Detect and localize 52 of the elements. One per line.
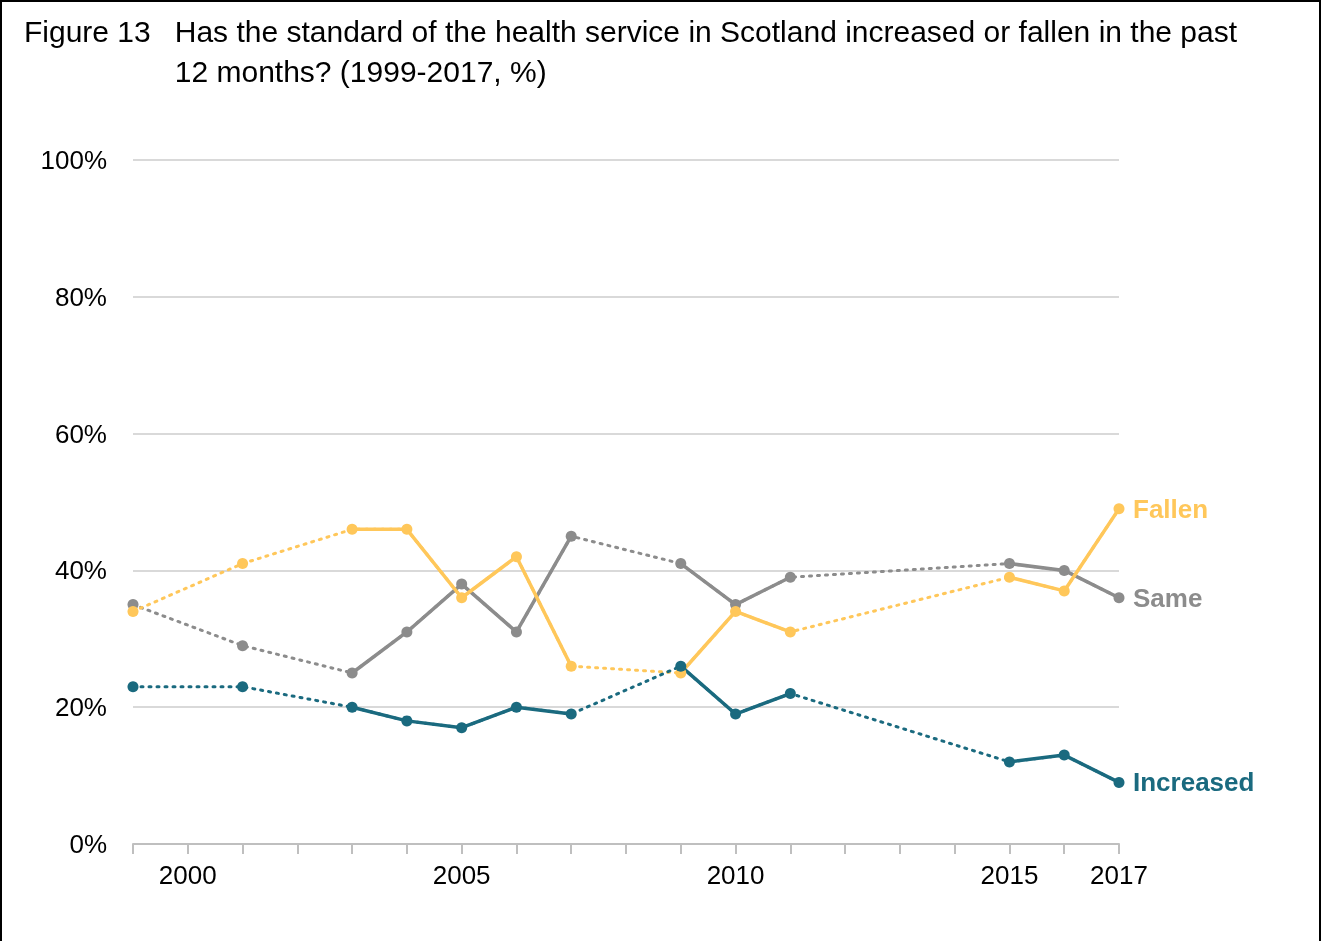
x-tick-label: 2005 [432,860,491,890]
point [1113,592,1125,604]
point [784,626,796,638]
point [565,708,577,720]
series-label: Same [1133,582,1203,613]
point [730,605,742,617]
point [346,701,358,713]
point [784,688,796,700]
point [346,667,358,679]
x-tick-label: 2010 [706,860,765,890]
point [565,660,577,672]
x-tick-label: 2000 [158,860,217,890]
point [237,681,249,693]
point [1058,564,1070,576]
point [1113,503,1125,515]
y-tick-label: 100% [40,145,107,175]
point [456,578,468,590]
y-tick-label: 80% [54,281,107,312]
point [784,571,796,583]
series-label: Fallen [1133,493,1209,524]
point [510,701,522,713]
point [675,558,687,570]
point [1058,749,1070,761]
y-tick-label: 60% [54,418,107,449]
point [237,558,249,570]
x-tick-label: 2017 [1090,860,1148,890]
point [401,523,413,535]
point [1003,571,1015,583]
point [730,708,742,720]
point [127,605,139,617]
chart-title: Figure 13 [24,14,151,50]
point [456,592,468,604]
point [1058,585,1070,597]
point [510,626,522,638]
point [565,530,577,542]
point [401,715,413,727]
point [1003,756,1015,768]
y-tick-label: 40% [54,555,107,586]
point [675,660,687,672]
point [401,626,413,638]
point [127,681,139,693]
point [510,551,522,563]
series-label: Increased [1133,767,1255,798]
point [237,640,249,652]
point [1113,776,1125,788]
point [346,523,358,535]
y-tick-label: 20% [54,692,107,723]
y-tick-label: 0% [69,829,107,859]
x-tick-label: 2015 [980,860,1039,890]
point [456,722,468,734]
chart-subtitle: Has the standard of the health service in Scotland increased or fallen in the past 12 months? (1999-2017, %) [174,14,1239,90]
point [1003,558,1015,570]
